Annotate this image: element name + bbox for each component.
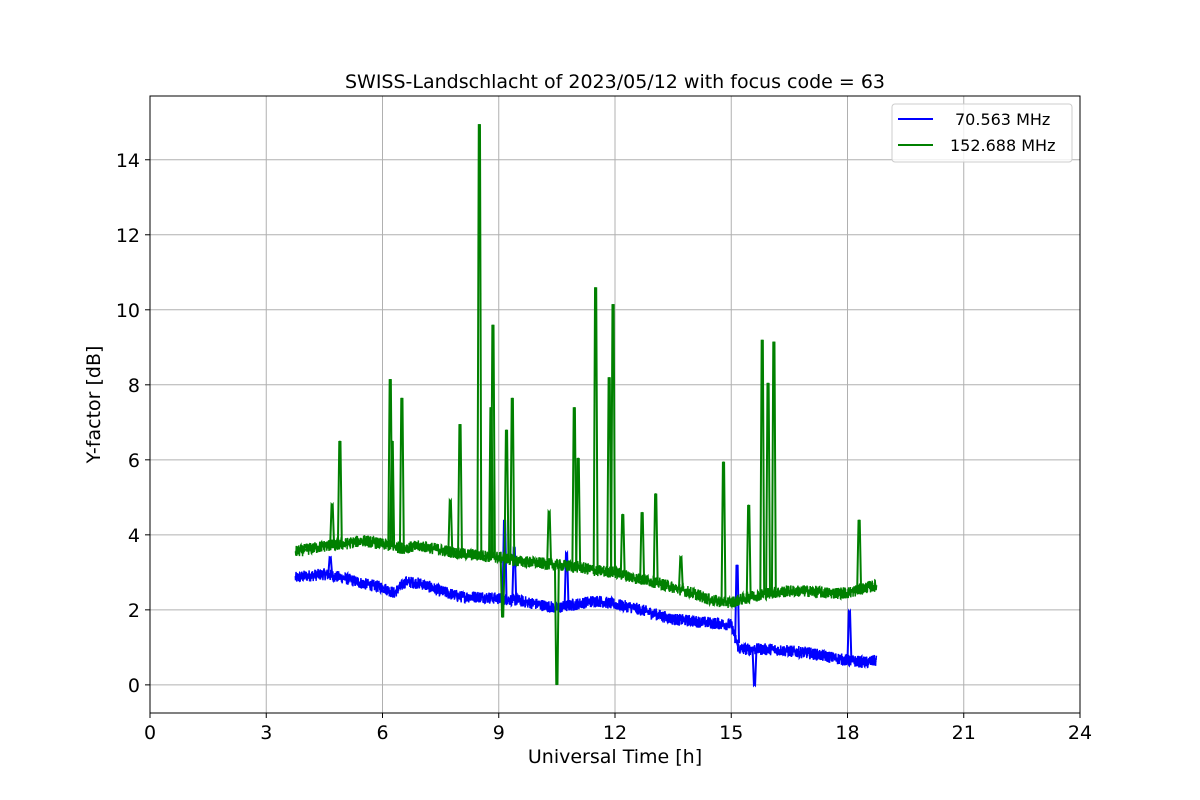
spike-152688	[652, 493, 659, 583]
x-tick-label: 24	[1068, 722, 1092, 744]
series-layer	[294, 124, 878, 688]
y-tick-label: 8	[128, 375, 140, 397]
spike-152688	[329, 501, 336, 546]
x-tick-label: 18	[835, 722, 859, 744]
y-tick-label: 4	[128, 525, 140, 547]
spike-70563	[846, 608, 853, 661]
spike-152688	[571, 407, 578, 567]
spike-152688	[389, 440, 396, 547]
legend-label-70563: 70.563 MHz	[955, 110, 1050, 129]
legend-label-152688: 152.688 MHz	[950, 136, 1055, 155]
spike-152688	[387, 379, 394, 546]
spike-70563	[751, 649, 758, 688]
legend: 70.563 MHz 152.688 MHz	[891, 103, 1073, 163]
spike-152688	[610, 304, 616, 573]
x-tick-label: 15	[719, 722, 743, 744]
spike-152688	[398, 397, 405, 548]
spike-152688	[476, 124, 483, 556]
spike-152688	[677, 554, 684, 590]
y-tick-label: 12	[116, 225, 140, 247]
series-noise-70563	[294, 568, 878, 669]
spike-152688	[606, 377, 613, 572]
x-tick-label: 3	[260, 722, 272, 744]
spike-70563	[563, 549, 570, 607]
spike-152688	[592, 287, 599, 571]
x-tick-label: 6	[376, 722, 388, 744]
y-axis-label: Y-factor [dB]	[83, 346, 105, 465]
spike-152688	[856, 519, 863, 590]
spike-152688	[490, 324, 496, 557]
chart-title: SWISS-Landschlacht of 2023/05/12 with fo…	[345, 71, 885, 93]
spike-152688	[639, 511, 646, 580]
spike-152688	[457, 423, 463, 554]
spike-152688	[509, 397, 516, 560]
spike-152688	[619, 513, 626, 575]
spike-70563	[327, 555, 334, 576]
x-tick-label: 12	[603, 722, 627, 744]
spike-152688	[575, 457, 582, 568]
spike-152688	[765, 382, 771, 594]
y-tick-label: 10	[116, 300, 140, 322]
spike-152688	[503, 429, 510, 559]
y-tick-label: 0	[128, 675, 140, 697]
spike-152688	[546, 508, 553, 565]
spike-152688	[447, 497, 454, 552]
x-axis-label: Universal Time [h]	[528, 746, 702, 768]
spike-152688	[720, 461, 727, 602]
spike-152688	[759, 339, 766, 595]
spike-152688	[336, 440, 343, 545]
legend-box	[891, 103, 1073, 163]
x-tick-label: 0	[144, 722, 156, 744]
x-tick-label: 9	[493, 722, 505, 744]
y-tick-label: 2	[128, 600, 140, 622]
y-tick-label: 14	[116, 150, 140, 172]
series-noise-152688	[294, 535, 878, 610]
x-tick-label: 21	[952, 722, 976, 744]
spike-152688	[553, 564, 560, 686]
spike-152688	[770, 341, 777, 593]
spike-152688	[499, 558, 506, 618]
spike-152688	[745, 504, 752, 598]
y-tick-label: 6	[128, 450, 140, 472]
spike-70563	[734, 564, 740, 644]
